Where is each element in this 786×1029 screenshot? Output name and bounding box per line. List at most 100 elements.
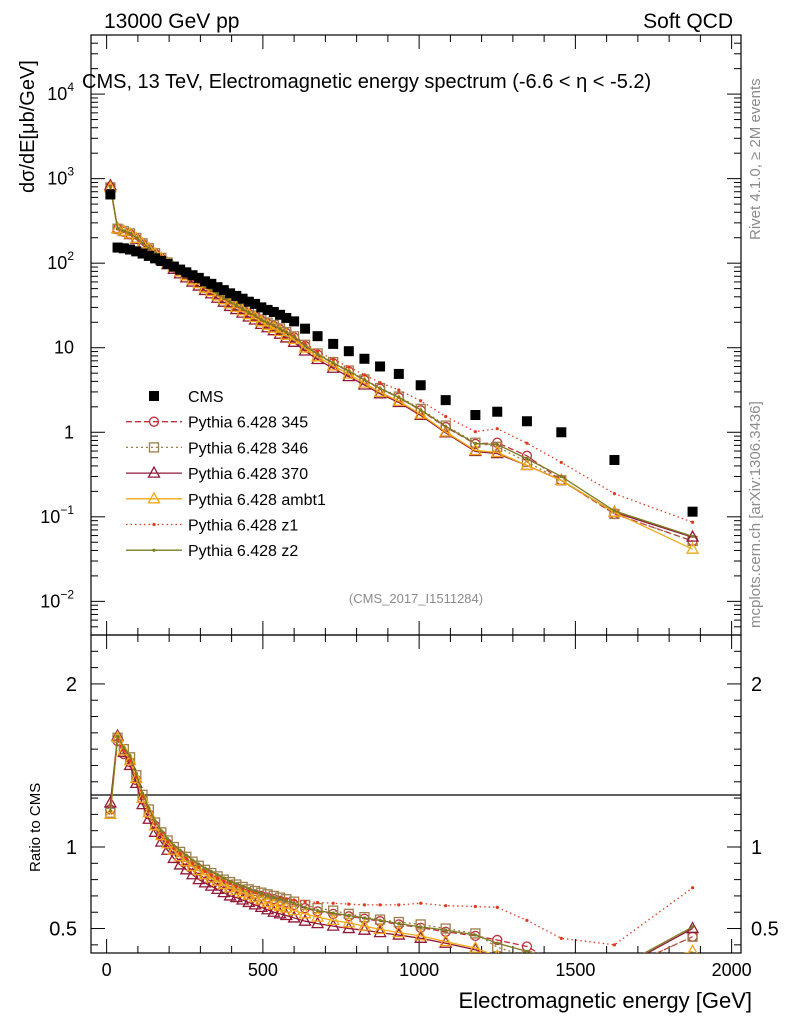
series-6-ratio-point <box>525 949 529 953</box>
series-5-ratio-line <box>109 737 693 946</box>
series-6-ratio-point <box>147 806 151 810</box>
cms-data-point <box>237 293 248 304</box>
series-6-main-point <box>690 534 695 539</box>
series-4-ratio-point <box>414 928 428 941</box>
series-4-ratio-point <box>254 892 268 905</box>
y-axis-label-unit: b/GeV] <box>17 60 39 122</box>
series-6-ratio-point <box>153 819 157 823</box>
ratio-x-tick-label: 2000 <box>712 960 752 980</box>
series-4-ratio-point <box>287 903 301 916</box>
series-6-main-point <box>284 331 288 335</box>
series-5-main-point <box>397 388 401 392</box>
cms-data-point <box>250 298 261 309</box>
cms-data-point <box>131 246 142 257</box>
series-4-ratio-point <box>273 899 287 912</box>
cms-data-point <box>156 256 167 267</box>
main-series-group <box>103 178 700 554</box>
series-5-main-point <box>612 492 617 496</box>
series-3-main-point <box>373 386 387 399</box>
cms-data-point <box>225 288 236 299</box>
cms-data-point <box>393 368 404 379</box>
series-6-ratio-point <box>397 922 401 926</box>
series-4-ratio-point <box>210 873 225 886</box>
series-3-main-point <box>357 377 372 390</box>
series-4-main-point <box>373 384 387 397</box>
series-6-main-point <box>419 408 423 412</box>
series-5-ratio-point <box>209 873 213 877</box>
series-4-main-point <box>217 292 231 305</box>
series-4-ratio-point <box>392 925 406 938</box>
series-6-ratio-point <box>159 829 163 833</box>
series-3-ratio-point <box>342 921 356 934</box>
series-4-main-point <box>439 424 453 437</box>
header-right: Soft QCD <box>643 10 733 33</box>
series-5-ratio-point <box>690 886 695 890</box>
ratio-y-tick-label-right: 0.5 <box>751 919 779 941</box>
series-6-main-point <box>315 352 320 356</box>
series-1-ratio-point <box>610 968 619 977</box>
series-6-main-point <box>347 369 351 373</box>
series-6-main-point <box>444 424 448 428</box>
series-4-ratio-point <box>179 854 193 867</box>
ratio-y-tick-label-left: 1 <box>66 837 77 859</box>
series-3-ratio-point <box>298 913 312 926</box>
series-4-ratio-point <box>342 915 356 928</box>
series-1-main-line <box>109 186 693 542</box>
cms-data-point <box>206 278 217 289</box>
series-2-ratio-line <box>109 735 693 953</box>
series-6-ratio-point <box>253 889 257 893</box>
series-6-ratio-point <box>284 899 288 903</box>
cms-data-point <box>181 267 192 278</box>
series-6-main-point <box>115 226 120 231</box>
series-5-ratio-point <box>247 889 251 893</box>
series-6-ratio-point <box>495 941 499 945</box>
series-6-ratio-point <box>108 809 112 813</box>
series-5-ratio-point <box>197 865 201 869</box>
cms-data-point <box>118 243 129 254</box>
legend-marker-1 <box>148 416 160 427</box>
series-5-ratio-point <box>444 904 448 908</box>
series-6-ratio-point <box>122 745 126 750</box>
series-4-ratio-point <box>142 805 156 818</box>
series-4-ratio-point <box>135 790 150 803</box>
series-4-ratio-line <box>109 735 693 953</box>
ratio-x-tick-label: 1500 <box>555 960 595 980</box>
series-4-ratio-point <box>298 906 312 919</box>
main-y-tick-label: 104 <box>47 80 74 104</box>
series-6-ratio-point <box>165 837 170 841</box>
series-5-ratio-point <box>172 847 176 851</box>
series-3-ratio-point <box>326 918 340 931</box>
cms-data-point <box>187 270 198 281</box>
series-4-ratio-point <box>267 897 281 910</box>
cms-data-point <box>125 244 136 255</box>
legend-label-5: Pythia 6.428 z1 <box>188 518 298 535</box>
series-6-main-point <box>495 442 499 447</box>
series-5-ratio-point <box>184 856 188 861</box>
legend-marker-6 <box>152 548 156 552</box>
rivet-version: Rivet 4.1.0, <box>747 160 764 240</box>
series-4-main-point <box>685 541 700 554</box>
series-6-main-point <box>473 441 477 446</box>
series-6-ratio-point <box>347 913 351 918</box>
main-y-tick-exponent: 3 <box>67 165 74 179</box>
series-3-ratio-point <box>414 930 428 943</box>
series-4-ratio-point <box>103 807 117 820</box>
series-4-ratio-point <box>198 867 212 880</box>
series-5-ratio-point <box>559 936 563 940</box>
series-4-main-point <box>490 445 504 458</box>
series-4-ratio-point <box>326 913 340 926</box>
series-6-main-point <box>559 474 563 479</box>
series-4-ratio-point <box>279 900 293 913</box>
series-3-ratio-point <box>173 857 187 870</box>
series-5-ratio-point <box>397 903 401 907</box>
series-3-ratio-point <box>223 888 237 901</box>
cms-data-point <box>200 276 211 287</box>
legend-marker-5 <box>152 522 156 527</box>
series-5-ratio-point <box>153 822 157 826</box>
series-6-main-point <box>140 241 145 245</box>
series-6-ratio-point <box>378 918 382 922</box>
series-4-main-point <box>468 443 482 456</box>
cms-data-point <box>143 250 154 261</box>
series-4-main-point <box>248 310 262 323</box>
